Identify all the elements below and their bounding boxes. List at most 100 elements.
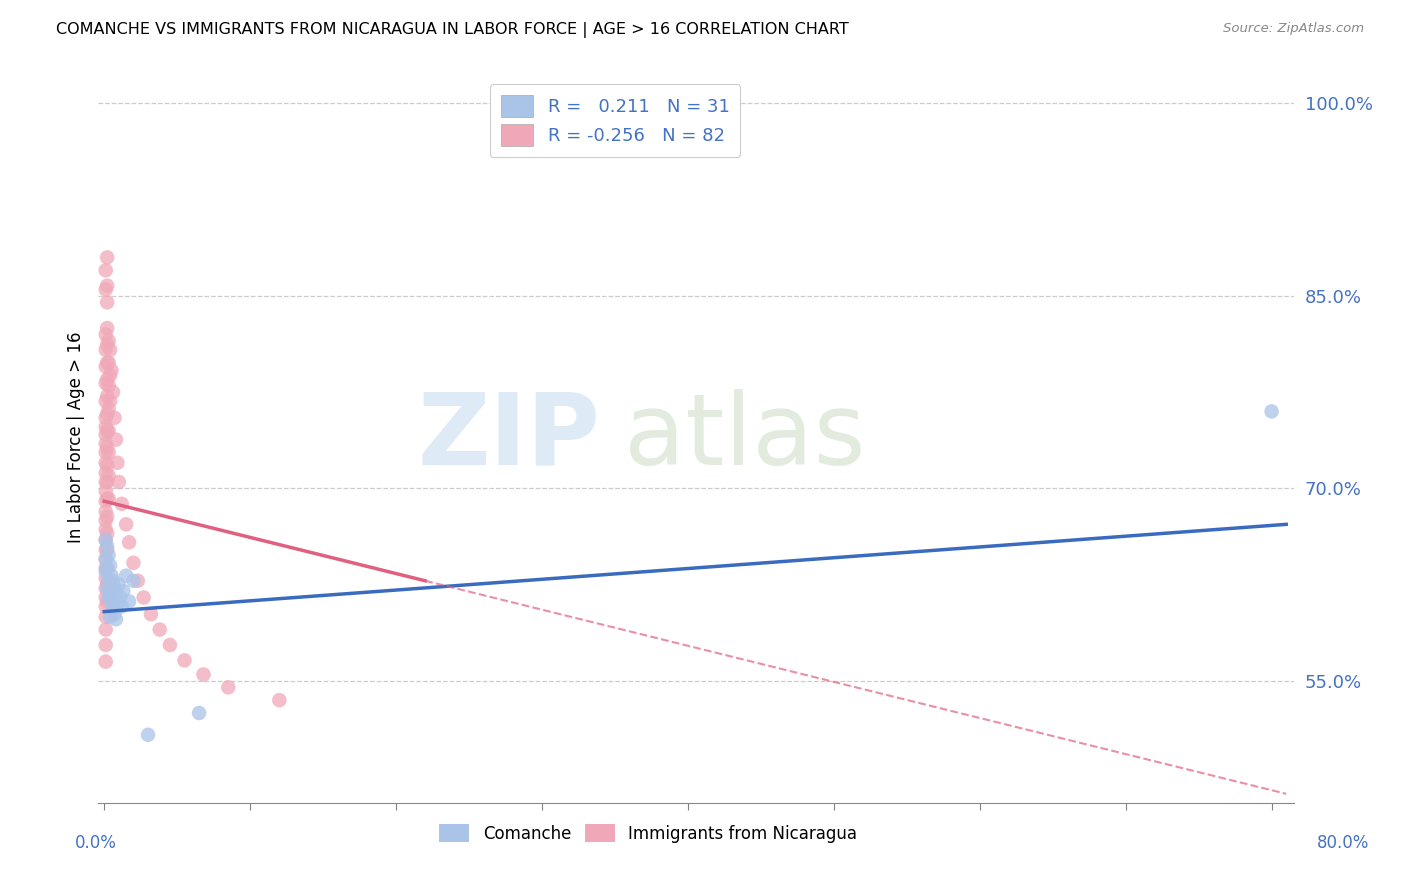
Point [96, 295, 118, 310]
Text: atlas: atlas [624, 389, 866, 485]
Point [94, 427, 117, 442]
Point [103, 410, 125, 425]
Legend: Comanche, Immigrants from Nicaragua: Comanche, Immigrants from Nicaragua [433, 818, 863, 849]
Point [94, 494, 117, 508]
Point [94, 552, 117, 566]
Point [94, 655, 117, 669]
Point [94, 466, 117, 480]
Point [94, 343, 117, 357]
Text: 80.0%: 80.0% [1316, 834, 1369, 852]
Point [118, 535, 141, 549]
Point [94, 376, 117, 391]
Point [96, 424, 118, 438]
Point [96, 251, 118, 265]
Point [94, 523, 117, 537]
Point [111, 599, 134, 614]
Point [94, 543, 117, 558]
Point [96, 526, 118, 541]
Point [94, 561, 117, 575]
Point [96, 389, 118, 403]
Point [94, 514, 117, 528]
Point [94, 394, 117, 409]
Point [96, 577, 118, 591]
Point [94, 445, 117, 459]
Point [96, 594, 118, 608]
Point [105, 456, 128, 470]
Point [94, 436, 117, 450]
Point [98, 394, 121, 409]
Point [97, 591, 120, 605]
Point [98, 609, 121, 624]
Point [94, 582, 117, 596]
Point [94, 638, 117, 652]
Point [104, 612, 127, 626]
Point [96, 543, 118, 558]
Point [173, 653, 195, 667]
Point [96, 509, 118, 524]
Text: ZIP: ZIP [418, 389, 600, 485]
Point [94, 591, 117, 605]
Point [98, 343, 121, 357]
Point [97, 356, 120, 370]
Point [100, 568, 122, 582]
Text: COMANCHE VS IMMIGRANTS FROM NICARAGUA IN LABOR FORCE | AGE > 16 CORRELATION CHAR: COMANCHE VS IMMIGRANTS FROM NICARAGUA IN… [56, 22, 849, 38]
Point [96, 561, 118, 575]
Point [110, 591, 132, 605]
Point [127, 574, 149, 588]
Point [96, 491, 118, 506]
Point [96, 372, 118, 386]
Point [112, 584, 135, 599]
Point [104, 587, 127, 601]
Point [94, 359, 117, 374]
Point [139, 607, 162, 622]
Text: Source: ZipAtlas.com: Source: ZipAtlas.com [1223, 22, 1364, 36]
Point [104, 433, 127, 447]
Point [96, 337, 118, 351]
Point [115, 568, 138, 582]
Point [94, 283, 117, 297]
Point [97, 468, 120, 483]
Point [98, 368, 121, 383]
Text: 0.0%: 0.0% [75, 834, 117, 852]
Point [94, 571, 117, 585]
Point [96, 441, 118, 455]
Point [94, 504, 117, 518]
Point [103, 607, 125, 622]
Point [97, 574, 120, 588]
Point [108, 577, 131, 591]
Point [97, 334, 120, 348]
Point [132, 591, 155, 605]
Point [96, 475, 118, 489]
Point [115, 517, 138, 532]
Point [149, 623, 172, 637]
Point [94, 475, 117, 489]
Point [94, 552, 117, 566]
Point [122, 574, 145, 588]
Point [118, 594, 141, 608]
Y-axis label: In Labor Force | Age > 16: In Labor Force | Age > 16 [66, 331, 84, 543]
Point [96, 582, 118, 596]
Point [103, 582, 125, 596]
Point [98, 587, 121, 601]
Point [94, 533, 117, 547]
Point [111, 497, 134, 511]
Point [188, 706, 211, 720]
Point [1260, 404, 1282, 418]
Point [96, 458, 118, 473]
Point [97, 491, 120, 506]
Point [96, 278, 118, 293]
Point [94, 599, 117, 614]
Point [94, 327, 117, 342]
Point [97, 424, 120, 438]
Point [193, 667, 215, 681]
Point [94, 483, 117, 498]
Point [94, 609, 117, 624]
Point [101, 574, 124, 588]
Point [96, 539, 118, 553]
Point [105, 597, 128, 611]
Point [100, 594, 122, 608]
Point [217, 681, 239, 695]
Point [100, 363, 122, 377]
Point [97, 378, 120, 392]
Point [97, 401, 120, 416]
